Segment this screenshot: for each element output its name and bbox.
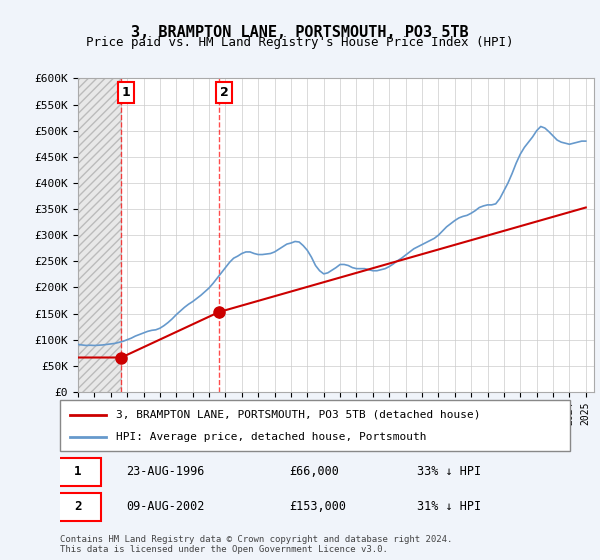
Text: 2: 2: [220, 86, 228, 99]
FancyBboxPatch shape: [55, 493, 101, 521]
Text: 1: 1: [74, 465, 82, 478]
FancyBboxPatch shape: [60, 400, 570, 451]
Text: 1: 1: [122, 86, 131, 99]
Text: 3, BRAMPTON LANE, PORTSMOUTH, PO3 5TB (detached house): 3, BRAMPTON LANE, PORTSMOUTH, PO3 5TB (d…: [116, 409, 481, 419]
Text: 33% ↓ HPI: 33% ↓ HPI: [417, 465, 481, 478]
Text: 09-AUG-2002: 09-AUG-2002: [127, 500, 205, 514]
FancyBboxPatch shape: [55, 458, 101, 486]
Text: 31% ↓ HPI: 31% ↓ HPI: [417, 500, 481, 514]
Text: HPI: Average price, detached house, Portsmouth: HPI: Average price, detached house, Port…: [116, 432, 427, 442]
Text: 3, BRAMPTON LANE, PORTSMOUTH, PO3 5TB: 3, BRAMPTON LANE, PORTSMOUTH, PO3 5TB: [131, 25, 469, 40]
Text: Price paid vs. HM Land Registry's House Price Index (HPI): Price paid vs. HM Land Registry's House …: [86, 36, 514, 49]
Text: £153,000: £153,000: [290, 500, 347, 514]
Text: 23-AUG-1996: 23-AUG-1996: [127, 465, 205, 478]
Text: £66,000: £66,000: [290, 465, 340, 478]
Text: Contains HM Land Registry data © Crown copyright and database right 2024.
This d: Contains HM Land Registry data © Crown c…: [60, 535, 452, 554]
Text: 2: 2: [74, 500, 82, 514]
